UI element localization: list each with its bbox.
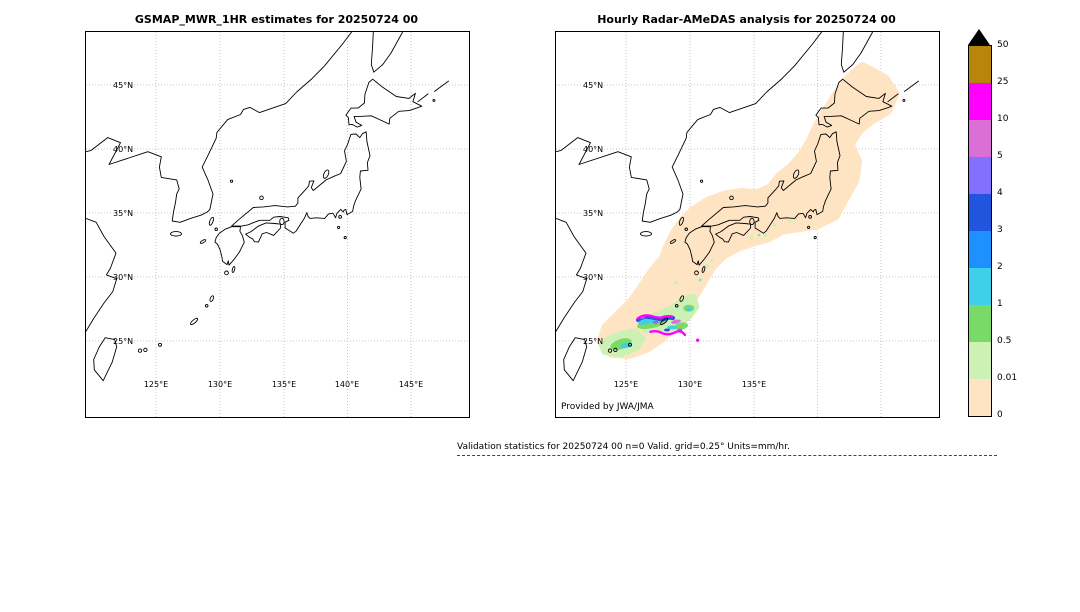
validation-stats-line: Validation statistics for 20250724 00 n=… xyxy=(457,442,997,456)
colorbar-segment xyxy=(969,157,991,194)
colorbar-tick-label: 0.01 xyxy=(997,373,1018,383)
lat-tick-label: 25°N xyxy=(113,337,134,346)
lon-tick-label: 130°E xyxy=(207,380,233,389)
lon-tick-label: 140°E xyxy=(334,380,360,389)
lat-tick-label: 35°N xyxy=(583,209,604,218)
lat-tick-label: 45°N xyxy=(583,81,604,90)
lat-tick-label: 40°N xyxy=(583,145,604,154)
colorbar-tick-label: 3 xyxy=(997,225,1003,235)
colorbar-tick-label: 25 xyxy=(997,77,1009,87)
lat-tick-label: 35°N xyxy=(113,209,134,218)
lat-tick-label: 30°N xyxy=(113,273,134,282)
colorbar-segment xyxy=(969,46,991,83)
colorbar-tick-label: 1 xyxy=(997,299,1003,309)
lon-tick-label: 125°E xyxy=(613,380,639,389)
colorbar-tick-label: 10 xyxy=(997,114,1009,124)
lon-tick-label: 135°E xyxy=(271,380,297,389)
data-provider-credit: Provided by JWA/JMA xyxy=(561,402,654,412)
lat-tick-label: 25°N xyxy=(583,337,604,346)
gsmap-map-panel: 45°N 40°N 35°N 30°N 25°N 125°E 130°E 135… xyxy=(85,31,470,418)
radar-amedas-map-panel: 45°N 40°N 35°N 30°N 25°N 125°E 130°E 135… xyxy=(555,31,940,418)
colorbar-segment xyxy=(969,379,991,416)
precipitation-overlay xyxy=(597,62,899,360)
gsmap-map xyxy=(86,32,469,417)
colorbar-segment xyxy=(969,231,991,268)
validation-stats-text: Validation statistics for 20250724 00 n=… xyxy=(457,442,790,452)
colorbar-segment xyxy=(969,83,991,120)
colorbar-segment xyxy=(969,268,991,305)
colorbar xyxy=(968,45,992,417)
lon-tick-label: 130°E xyxy=(677,380,703,389)
colorbar-segment xyxy=(969,305,991,342)
left-map-title: GSMAP_MWR_1HR estimates for 20250724 00 xyxy=(134,13,419,26)
colorbar-tick-label: 0 xyxy=(997,410,1003,420)
lon-tick-label: 125°E xyxy=(143,380,169,389)
colorbar-overflow-triangle xyxy=(968,29,990,45)
colorbar-tick-label: 5 xyxy=(997,151,1003,161)
lat-tick-label: 30°N xyxy=(583,273,604,282)
lat-tick-label: 45°N xyxy=(113,81,134,90)
colorbar-segment xyxy=(969,194,991,231)
lat-tick-label: 40°N xyxy=(113,145,134,154)
radar-amedas-map xyxy=(556,32,939,417)
colorbar-tick-label: 4 xyxy=(997,188,1003,198)
colorbar-tick-label: 0.5 xyxy=(997,336,1012,346)
colorbar-segment xyxy=(969,342,991,379)
colorbar-tick-label: 50 xyxy=(997,40,1009,50)
lon-tick-label: 135°E xyxy=(741,380,767,389)
right-map-title: Hourly Radar-AMeDAS analysis for 2025072… xyxy=(597,13,896,26)
colorbar-segment xyxy=(969,120,991,157)
lon-tick-label: 145°E xyxy=(398,380,424,389)
colorbar-tick-label: 2 xyxy=(997,262,1003,272)
